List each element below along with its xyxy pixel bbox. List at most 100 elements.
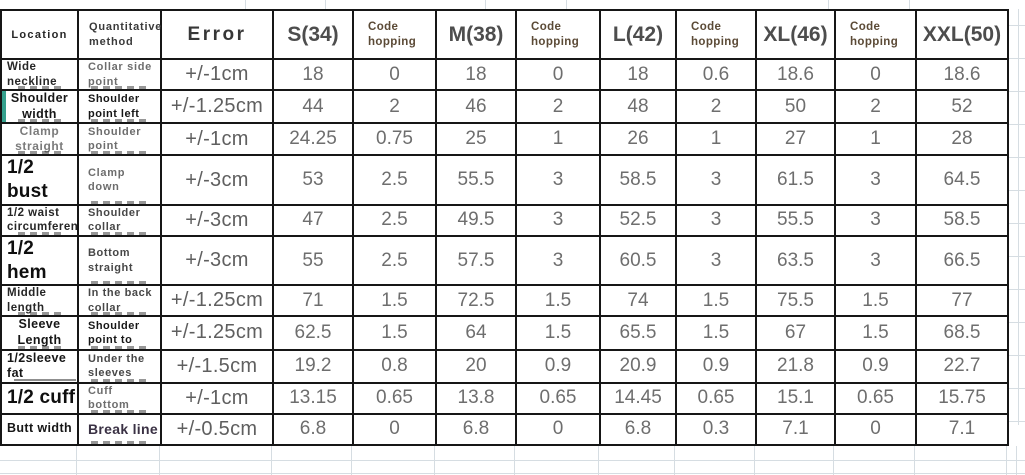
cell-s-34[interactable]: 44 — [272, 88, 354, 125]
cell-s-34[interactable]: 19.2 — [272, 348, 354, 384]
cell-l-42[interactable]: 18 — [599, 58, 677, 91]
cell-method[interactable]: Clamp down — [77, 154, 162, 206]
cell-error[interactable]: +/-3cm — [160, 234, 274, 287]
cell-xl-46[interactable]: 63.5 — [755, 234, 836, 287]
cell-m-38[interactable]: 72.5 — [435, 284, 517, 318]
cell-location[interactable]: Butt width — [0, 412, 79, 446]
cell-xxl-50[interactable]: 58.5 — [915, 203, 1009, 237]
cell-m-38[interactable]: 20 — [435, 348, 517, 384]
cell-m-38[interactable]: 13.8 — [435, 381, 517, 415]
cell-code-hopping[interactable]: 0 — [834, 58, 917, 91]
cell-location[interactable]: 1/2 cuff — [0, 381, 79, 415]
column-header-code-hopping[interactable]: Code hopping — [675, 9, 757, 60]
cell-xl-46[interactable]: 61.5 — [755, 154, 836, 206]
cell-code-hopping[interactable]: 1.5 — [675, 284, 757, 318]
cell-method[interactable]: Break line — [77, 412, 162, 446]
cell-error[interactable]: +/-1.25cm — [160, 315, 274, 351]
cell-error[interactable]: +/-3cm — [160, 154, 274, 206]
cell-method[interactable]: Cuff bottom — [77, 381, 162, 415]
cell-m-38[interactable]: 57.5 — [435, 234, 517, 287]
cell-xxl-50[interactable]: 15.75 — [915, 381, 1009, 415]
cell-m-38[interactable]: 46 — [435, 88, 517, 125]
cell-code-hopping[interactable]: 0.75 — [352, 122, 437, 157]
cell-m-38[interactable]: 18 — [435, 58, 517, 91]
cell-code-hopping[interactable]: 1 — [834, 122, 917, 157]
cell-code-hopping[interactable]: 0.65 — [352, 381, 437, 415]
cell-xl-46[interactable]: 67 — [755, 315, 836, 351]
cell-code-hopping[interactable]: 3 — [834, 234, 917, 287]
column-header-l-42[interactable]: L(42) — [599, 9, 677, 60]
column-header-location[interactable]: Location — [0, 9, 79, 60]
cell-xxl-50[interactable]: 68.5 — [915, 315, 1009, 351]
column-header-quantitative-method[interactable]: Quantitative method — [77, 9, 162, 60]
cell-l-42[interactable]: 6.8 — [599, 412, 677, 446]
cell-error[interactable]: +/-1.25cm — [160, 284, 274, 318]
cell-l-42[interactable]: 20.9 — [599, 348, 677, 384]
cell-m-38[interactable]: 64 — [435, 315, 517, 351]
cell-m-38[interactable]: 55.5 — [435, 154, 517, 206]
cell-xl-46[interactable]: 55.5 — [755, 203, 836, 237]
cell-location[interactable]: Shoulder width — [0, 88, 79, 125]
cell-code-hopping[interactable]: 1.5 — [834, 315, 917, 351]
column-header-m-38[interactable]: M(38) — [435, 9, 517, 60]
cell-s-34[interactable]: 47 — [272, 203, 354, 237]
empty-sheet-row[interactable] — [0, 446, 1025, 461]
cell-code-hopping[interactable]: 0.65 — [675, 381, 757, 415]
cell-l-42[interactable]: 74 — [599, 284, 677, 318]
cell-code-hopping[interactable]: 0.9 — [675, 348, 757, 384]
cell-code-hopping[interactable]: 0.65 — [834, 381, 917, 415]
cell-code-hopping[interactable]: 1.5 — [515, 284, 601, 318]
cell-code-hopping[interactable]: 0.9 — [834, 348, 917, 384]
cell-s-34[interactable]: 55 — [272, 234, 354, 287]
cell-location[interactable]: 1/2 bust — [0, 154, 79, 206]
cell-error[interactable]: +/-3cm — [160, 203, 274, 237]
empty-sheet-row[interactable] — [0, 461, 1025, 474]
cell-code-hopping[interactable]: 2 — [352, 88, 437, 125]
cell-xl-46[interactable]: 21.8 — [755, 348, 836, 384]
cell-xxl-50[interactable]: 18.6 — [915, 58, 1009, 91]
cell-code-hopping[interactable]: 1.5 — [352, 315, 437, 351]
cell-xxl-50[interactable]: 7.1 — [915, 412, 1009, 446]
cell-location[interactable]: Middle length — [0, 284, 79, 318]
cell-s-34[interactable]: 62.5 — [272, 315, 354, 351]
cell-s-34[interactable]: 71 — [272, 284, 354, 318]
cell-xl-46[interactable]: 27 — [755, 122, 836, 157]
cell-error[interactable]: +/-1cm — [160, 58, 274, 91]
cell-method[interactable]: Bottom straight — [77, 234, 162, 287]
cell-xl-46[interactable]: 7.1 — [755, 412, 836, 446]
cell-location[interactable]: Clamp straight — [0, 122, 79, 157]
cell-code-hopping[interactable]: 1 — [515, 122, 601, 157]
cell-xxl-50[interactable]: 77 — [915, 284, 1009, 318]
column-header-code-hopping[interactable]: Code hopping — [352, 9, 437, 60]
cell-code-hopping[interactable]: 3 — [675, 154, 757, 206]
cell-error[interactable]: +/-1.25cm — [160, 88, 274, 125]
cell-code-hopping[interactable]: 0.65 — [515, 381, 601, 415]
cell-code-hopping[interactable]: 0 — [515, 58, 601, 91]
cell-l-42[interactable]: 65.5 — [599, 315, 677, 351]
cell-code-hopping[interactable]: 2 — [834, 88, 917, 125]
cell-l-42[interactable]: 52.5 — [599, 203, 677, 237]
cell-method[interactable]: In the back collar — [77, 284, 162, 318]
cell-xxl-50[interactable]: 22.7 — [915, 348, 1009, 384]
cell-m-38[interactable]: 25 — [435, 122, 517, 157]
cell-xxl-50[interactable]: 64.5 — [915, 154, 1009, 206]
cell-method[interactable]: Shoulder point — [77, 122, 162, 157]
cell-method[interactable]: Shoulder point to — [77, 315, 162, 351]
cell-code-hopping[interactable]: 3 — [834, 203, 917, 237]
cell-location[interactable]: 1/2 hem — [0, 234, 79, 287]
cell-method[interactable]: Shoulder collar — [77, 203, 162, 237]
column-header-xl-46[interactable]: XL(46) — [755, 9, 836, 60]
cell-code-hopping[interactable]: 3 — [515, 203, 601, 237]
cell-l-42[interactable]: 14.45 — [599, 381, 677, 415]
cell-code-hopping[interactable]: 0.6 — [675, 58, 757, 91]
cell-location[interactable]: 1/2 waist circumference — [0, 203, 79, 237]
cell-method[interactable]: Collar side point — [77, 58, 162, 91]
cell-code-hopping[interactable]: 1.5 — [352, 284, 437, 318]
cell-l-42[interactable]: 60.5 — [599, 234, 677, 287]
cell-s-34[interactable]: 53 — [272, 154, 354, 206]
cell-code-hopping[interactable]: 0.8 — [352, 348, 437, 384]
cell-code-hopping[interactable]: 3 — [515, 154, 601, 206]
cell-method[interactable]: Shoulder point left — [77, 88, 162, 125]
cell-code-hopping[interactable]: 2.5 — [352, 234, 437, 287]
cell-code-hopping[interactable]: 0 — [515, 412, 601, 446]
